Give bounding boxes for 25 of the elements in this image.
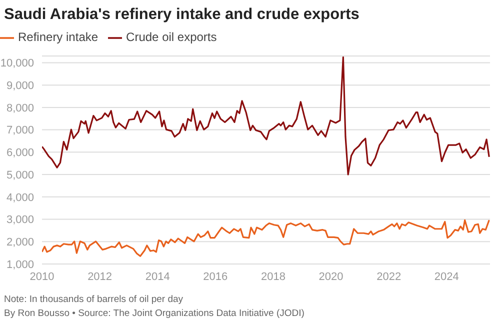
y-tick-label: 4,000 — [6, 192, 34, 204]
y-tick-label: 2,000 — [6, 236, 34, 249]
y-tick-label: 9,000 — [6, 80, 34, 92]
x-tick-label: 2016 — [203, 270, 228, 283]
legend-label: Crude oil exports — [126, 30, 217, 44]
x-tick-label: 2018 — [260, 270, 286, 283]
x-tick-label: 2012 — [88, 270, 112, 283]
line-series — [42, 56, 490, 176]
y-tick-label: 6,000 — [6, 147, 34, 160]
y-tick-label: 1,000 — [6, 258, 34, 271]
y-tick-label: 7,000 — [6, 124, 34, 137]
legend-label: Refinery intake — [18, 30, 98, 44]
y-tick-label: 10,000 — [0, 58, 34, 70]
line-series — [42, 219, 490, 257]
text: By Ron Bousso • Source: The Joint Organizations Data Initiative (JODI) — [4, 307, 304, 321]
x-tick-label: 2024 — [434, 270, 459, 283]
text: Note: In thousands of barrels of oil per day — [4, 293, 184, 307]
x-tick-label: 2014 — [145, 270, 170, 283]
x-tick-label: 2020 — [318, 270, 344, 283]
x-tick-label: 2022 — [376, 270, 402, 283]
x-tick-label: 2010 — [30, 270, 54, 283]
y-tick-label: 3,000 — [6, 214, 34, 226]
y-tick-label: 8,000 — [6, 102, 34, 114]
chart-title: Saudi Arabia's refinery intake and crude exports — [3, 5, 360, 25]
y-tick-label: 5,000 — [6, 169, 34, 182]
